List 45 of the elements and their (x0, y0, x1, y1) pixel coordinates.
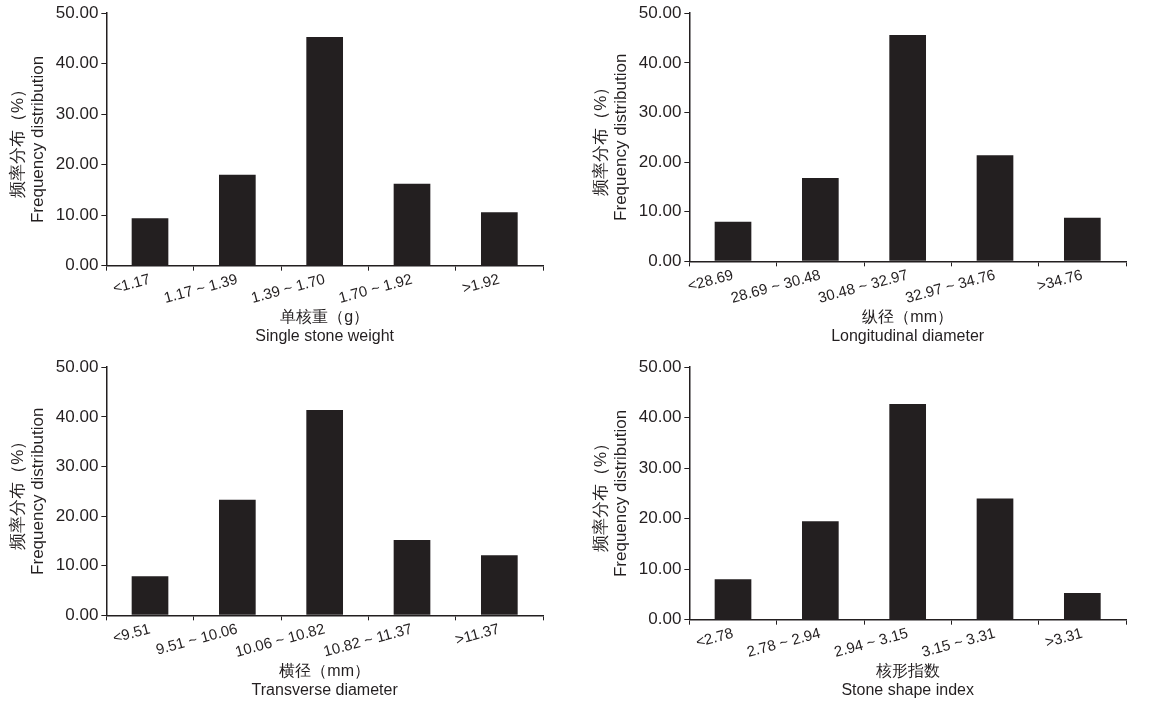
x-tick-label: 1.70 ~ 1.92 (336, 269, 414, 306)
y-tick-label: 40.00 (638, 407, 682, 427)
y-tick-label: 30.00 (638, 457, 682, 477)
y-tick-label: 40.00 (55, 53, 99, 73)
y-tick-label: 30.00 (55, 456, 99, 476)
x-tick-label: >34.76 (1035, 265, 1085, 294)
y-tick-label: 10.00 (638, 201, 682, 221)
x-tick-label: 3.15 ~ 3.31 (919, 623, 997, 660)
x-tick-label: >11.37 (453, 619, 502, 648)
x-axis-title: 单核重（g） Single stone weight (255, 307, 395, 344)
y-axis-title: 频率分布（%） Frequency distribution (7, 407, 48, 575)
y-tick-label: 20.00 (638, 151, 682, 171)
y-tick-label: 50.00 (638, 356, 682, 376)
y-axis-title: 频率分布（%） Frequency distribution (590, 409, 631, 578)
y-tick-label: 30.00 (638, 102, 682, 122)
y-tick-label: 50.00 (638, 2, 682, 22)
x-tick-label: <2.78 (693, 623, 735, 651)
y-tick-label: 50.00 (55, 356, 99, 376)
x-axis-title: 核形指数 Stone shape index (841, 661, 974, 698)
x-tick-label: 2.78 ~ 2.94 (744, 623, 823, 660)
y-tick-label: 0.00 (65, 605, 99, 625)
y-tick-label: 50.00 (55, 2, 99, 22)
x-tick-label: 1.39 ~ 1.70 (249, 269, 327, 306)
x-axis-title: 横径（mm） Transverse diameter (251, 661, 399, 698)
y-tick-label: 0.00 (648, 251, 682, 271)
x-tick-label: <1.17 (110, 269, 152, 297)
y-axis-title: 频率分布（%） Frequency distribution (7, 55, 48, 224)
y-tick-label: 10.00 (638, 558, 682, 578)
y-tick-label: 20.00 (55, 154, 99, 174)
y-tick-label: 40.00 (638, 52, 682, 72)
x-axis-title: 纵径（mm） Longitudinal diameter (831, 307, 985, 344)
y-tick-label: 20.00 (55, 505, 99, 525)
y-axis-title: 频率分布（%） Frequency distribution (590, 53, 631, 221)
y-tick-label: 10.00 (55, 555, 99, 575)
x-tick-label: 2.94 ~ 3.15 (832, 623, 910, 660)
y-tick-label: 10.00 (55, 204, 99, 224)
y-tick-label: 0.00 (65, 255, 99, 275)
x-tick-label: >1.92 (460, 269, 502, 297)
y-tick-label: 0.00 (648, 609, 682, 629)
y-tick-label: 20.00 (638, 508, 682, 528)
x-tick-label: 1.17 ~ 1.39 (161, 269, 240, 306)
y-tick-label: 30.00 (55, 103, 99, 123)
x-tick-label: <9.51 (110, 619, 152, 646)
y-tick-label: 40.00 (55, 406, 99, 426)
x-tick-label: >3.31 (1043, 623, 1085, 651)
